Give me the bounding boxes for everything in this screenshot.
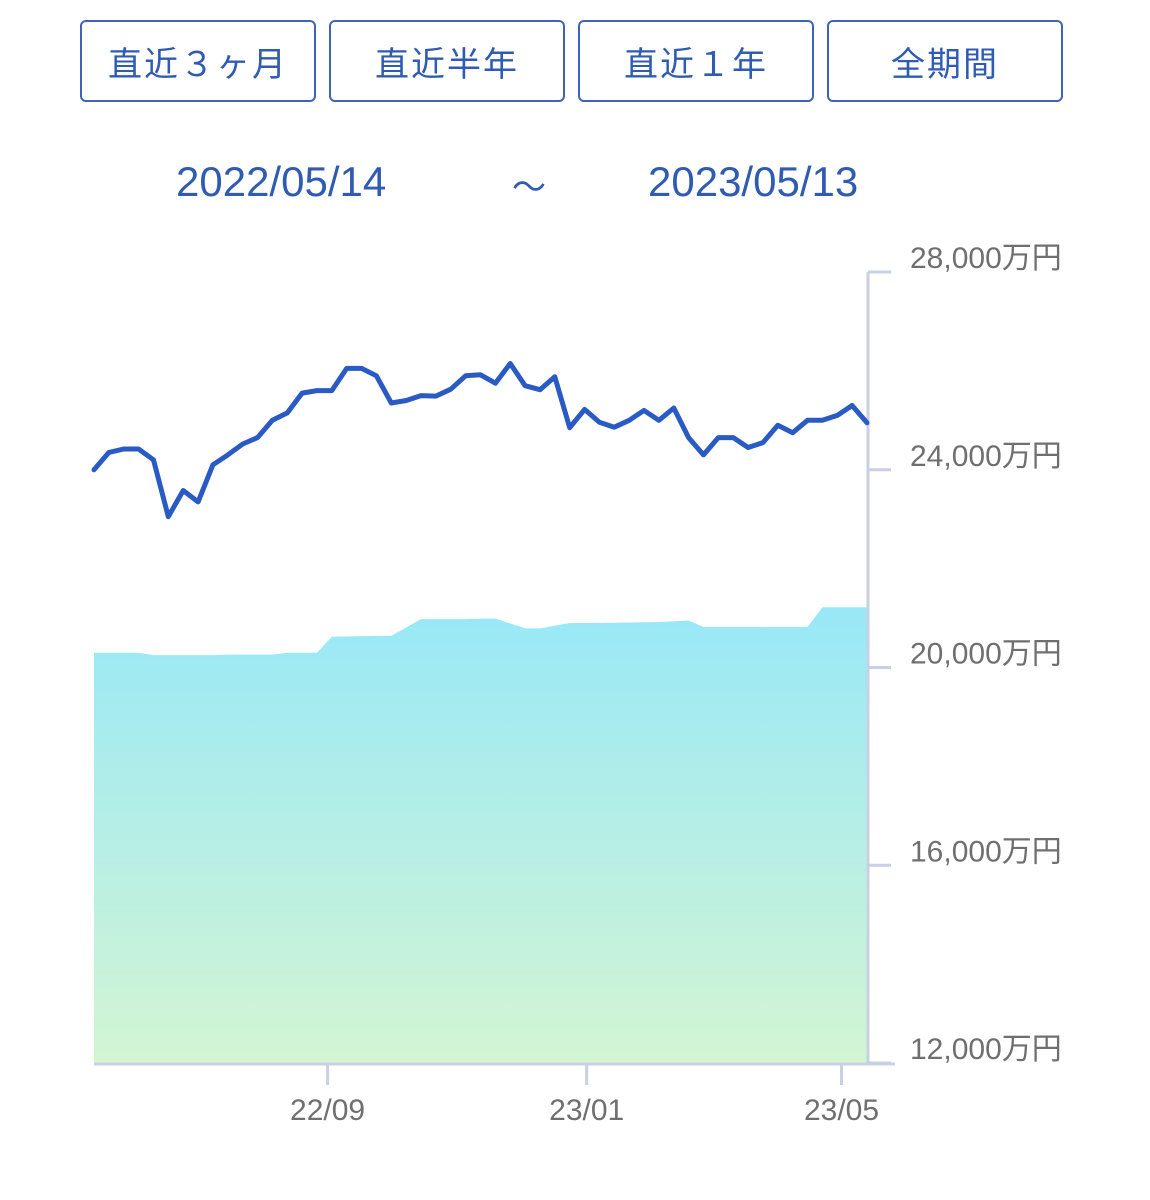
x-tick-label: 23/05 — [804, 1094, 879, 1127]
y-ticks: 28,000万円 24,000万円 20,000万円 16,000万円 12,000万円 — [868, 242, 1062, 1066]
tab-all-period[interactable]: 全期間 — [827, 20, 1063, 102]
principal-area — [94, 607, 867, 1063]
valuation-line — [91, 361, 870, 520]
y-tick-label: 24,000万円 — [910, 440, 1062, 473]
x-ticks: 22/09 23/01 23/05 — [290, 1064, 879, 1127]
x-tick-label: 23/01 — [549, 1094, 624, 1127]
y-tick-label: 28,000万円 — [910, 242, 1062, 275]
y-tick-label: 12,000万円 — [910, 1033, 1062, 1066]
tab-3-months[interactable]: 直近３ヶ月 — [80, 20, 316, 102]
y-tick-label: 20,000万円 — [910, 638, 1062, 671]
x-tick-label: 22/09 — [290, 1094, 365, 1127]
y-tick-label: 16,000万円 — [910, 835, 1062, 868]
period-tabs: 直近３ヶ月 直近半年 直近１年 全期間 — [80, 20, 1063, 102]
date-range-start: 2022/05/14 — [176, 158, 387, 205]
date-range: 2022/05/14 〜 2023/05/13 — [0, 158, 1150, 218]
date-range-end: 2023/05/13 — [648, 158, 859, 205]
tab-6-months[interactable]: 直近半年 — [329, 20, 565, 102]
tab-1-year[interactable]: 直近１年 — [578, 20, 814, 102]
date-range-separator: 〜 — [512, 168, 546, 208]
